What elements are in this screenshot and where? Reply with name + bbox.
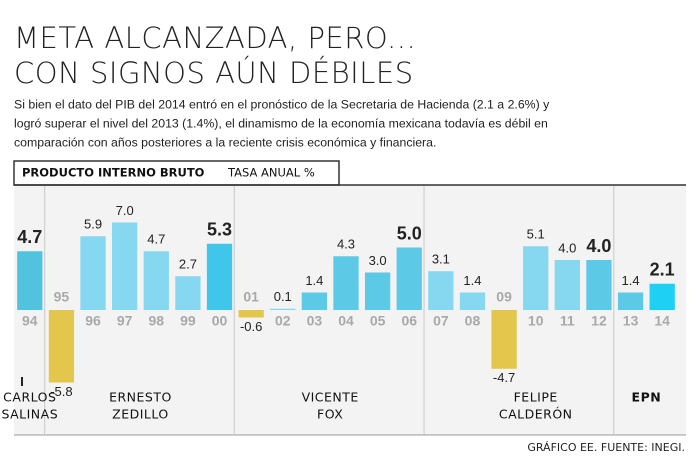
administration-label: VICENTE: [302, 390, 359, 405]
value-label: 4.3: [337, 237, 355, 252]
value-label: 2.1: [650, 260, 675, 280]
administration-label: FELIPE: [514, 390, 558, 405]
value-label: 1.4: [463, 273, 481, 288]
bar: [270, 308, 296, 310]
chart-label: PRODUCTO INTERNO BRUTO: [22, 166, 205, 180]
source: GRÁFICO EE. FUENTE: INEGI.: [527, 441, 685, 454]
administration-label: ZEDILLO: [112, 407, 169, 422]
value-label: 4.7: [17, 227, 42, 247]
bar: [649, 283, 675, 310]
bar: [80, 236, 106, 310]
x-tick-label: 07: [433, 313, 449, 329]
x-tick-label: 02: [275, 313, 291, 329]
administration-label: SALINAS: [1, 407, 58, 422]
chart-title: CON SIGNOS AÚN DÉBILES: [14, 56, 414, 90]
bar: [143, 251, 169, 310]
x-tick-label: 96: [85, 313, 101, 329]
bar: [554, 260, 580, 310]
bar: [238, 310, 264, 318]
value-label: 1.4: [305, 273, 323, 288]
x-tick-label: 06: [401, 313, 417, 329]
chart-unit: TASA ANUAL %: [227, 166, 315, 180]
x-tick-label: 08: [465, 313, 481, 329]
value-label: 4.0: [558, 240, 576, 255]
value-label: 4.7: [147, 232, 165, 247]
subtitle: Si bien el dato del PIB del 2014 entró e…: [14, 97, 550, 111]
value-label: 1.4: [622, 273, 640, 288]
bar: [459, 292, 486, 310]
x-tick-label: 98: [148, 313, 164, 329]
x-tick-label: 14: [654, 313, 670, 329]
x-tick-label: 04: [338, 313, 354, 329]
bar: [175, 276, 201, 310]
administration-label: CALDERÓN: [499, 407, 573, 422]
administration-label: FOX: [317, 407, 343, 422]
x-tick-label: 95: [54, 289, 70, 305]
value-label: 5.1: [527, 227, 545, 242]
value-label: 3.1: [432, 252, 450, 267]
bar: [17, 251, 43, 310]
value-label: 5.3: [207, 220, 232, 240]
value-label: 3.0: [369, 253, 387, 268]
x-tick-label: 97: [117, 313, 133, 329]
x-tick-label: 05: [370, 313, 386, 329]
bar: [586, 260, 612, 310]
bar: [523, 246, 549, 310]
x-tick-label: 03: [307, 313, 323, 329]
bar: [364, 272, 391, 310]
administration-label: CARLOS: [3, 390, 56, 405]
bar: [428, 271, 454, 310]
value-label: 7.0: [116, 203, 134, 218]
x-tick-label: 99: [180, 313, 196, 329]
subtitle: comparación con años posteriores a la re…: [14, 135, 436, 149]
x-tick-label: 09: [496, 289, 512, 305]
bar: [617, 292, 644, 310]
bar: [206, 243, 233, 310]
x-tick-label: 11: [560, 313, 575, 329]
value-label: -0.6: [240, 319, 262, 334]
bar: [396, 247, 422, 310]
value-label: 2.7: [179, 257, 197, 272]
x-tick-label: 01: [243, 289, 259, 305]
value-label: 4.0: [586, 236, 611, 256]
x-tick-label: 10: [528, 313, 544, 329]
bar: [491, 310, 517, 369]
chart-title: META ALCANZADA, PERO...: [14, 21, 416, 55]
x-tick-label: 12: [591, 313, 607, 329]
value-label: -4.7: [493, 370, 515, 385]
subtitle: logró superar el nivel del 2013 (1.4%), …: [14, 116, 548, 130]
bar: [112, 222, 138, 310]
bar: [48, 310, 75, 383]
value-label: 5.0: [397, 223, 422, 243]
administration-label: EPN: [632, 390, 662, 405]
administration-label: ERNESTO: [109, 390, 172, 405]
x-tick-label: 13: [623, 313, 639, 329]
bar: [301, 292, 328, 310]
value-label: 0.1: [274, 289, 292, 304]
value-label: 5.9: [84, 217, 102, 232]
x-tick-label: 94: [22, 313, 38, 329]
value-label: -5.8: [50, 384, 72, 399]
x-tick-label: 00: [212, 313, 228, 329]
bar: [333, 256, 359, 310]
